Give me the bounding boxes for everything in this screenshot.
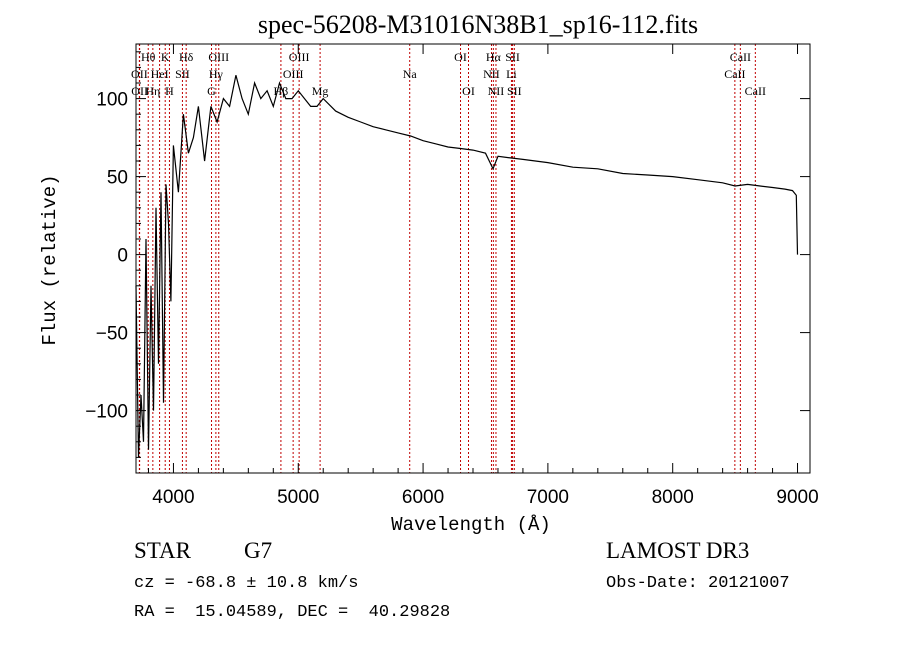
survey-name: LAMOST DR3 [606,538,750,563]
line-label: Na [403,67,418,81]
line-markers [138,44,756,473]
x-axis-ticks: 4000 5000 6000 7000 8000 9000 [147,44,819,508]
line-label: OI [454,50,467,64]
x-tick-label: 4000 [152,487,194,508]
line-label: NII [483,67,500,81]
y-tick-label: −50 [96,324,128,345]
spectrum-line [135,75,799,458]
line-label: H [165,84,174,98]
x-tick-label: 8000 [652,487,694,508]
line-label: OIII [283,67,304,81]
y-tick-label: −100 [85,402,128,423]
y-axis-label: Flux (relative) [39,174,61,345]
line-label: Mg [312,84,329,98]
y-tick-label: 0 [117,246,128,267]
line-label: OIII [208,50,229,64]
line-label: CaII [745,84,766,98]
line-label: OIII [289,50,310,64]
observation-date: Obs-Date: 20121007 [606,574,790,593]
y-axis-ticks: −100 −50 0 50 100 [85,51,810,458]
y-tick-label: 100 [96,90,128,111]
line-label: NII [488,84,505,98]
plot-frame [135,43,811,474]
line-label: SII [505,50,520,64]
line-label: G [207,84,216,98]
line-label: OII [131,84,148,98]
line-label: K [161,50,170,64]
line-label: CaII [724,67,745,81]
line-label: Hθ [141,50,156,64]
x-tick-label: 9000 [776,487,818,508]
object-subclass: G7 [244,538,273,563]
line-label: Hδ [179,50,194,64]
line-label: Li [506,67,517,81]
line-label: Hγ [209,67,224,81]
redshift-velocity: cz = -68.8 ± 10.8 km/s [134,574,359,593]
line-label: HeI [151,67,169,81]
x-tick-label: 6000 [402,487,444,508]
line-label: CaII [730,50,751,64]
line-label: SII [507,84,522,98]
chart-title: spec-56208-M31016N38B1_sp16-112.fits [258,10,698,39]
x-tick-label: 5000 [277,487,319,508]
line-label: SII [175,67,190,81]
line-label: Hα [486,50,502,64]
x-axis-label: Wavelength (Å) [391,514,551,536]
x-tick-label: 7000 [527,487,569,508]
line-label: OI [462,84,475,98]
line-label: Hη [145,84,160,98]
line-label: OII [131,67,148,81]
y-tick-label: 50 [107,168,128,189]
coordinates: RA = 15.04589, DEC = 40.29828 [134,603,451,622]
object-class: STAR [134,538,191,563]
